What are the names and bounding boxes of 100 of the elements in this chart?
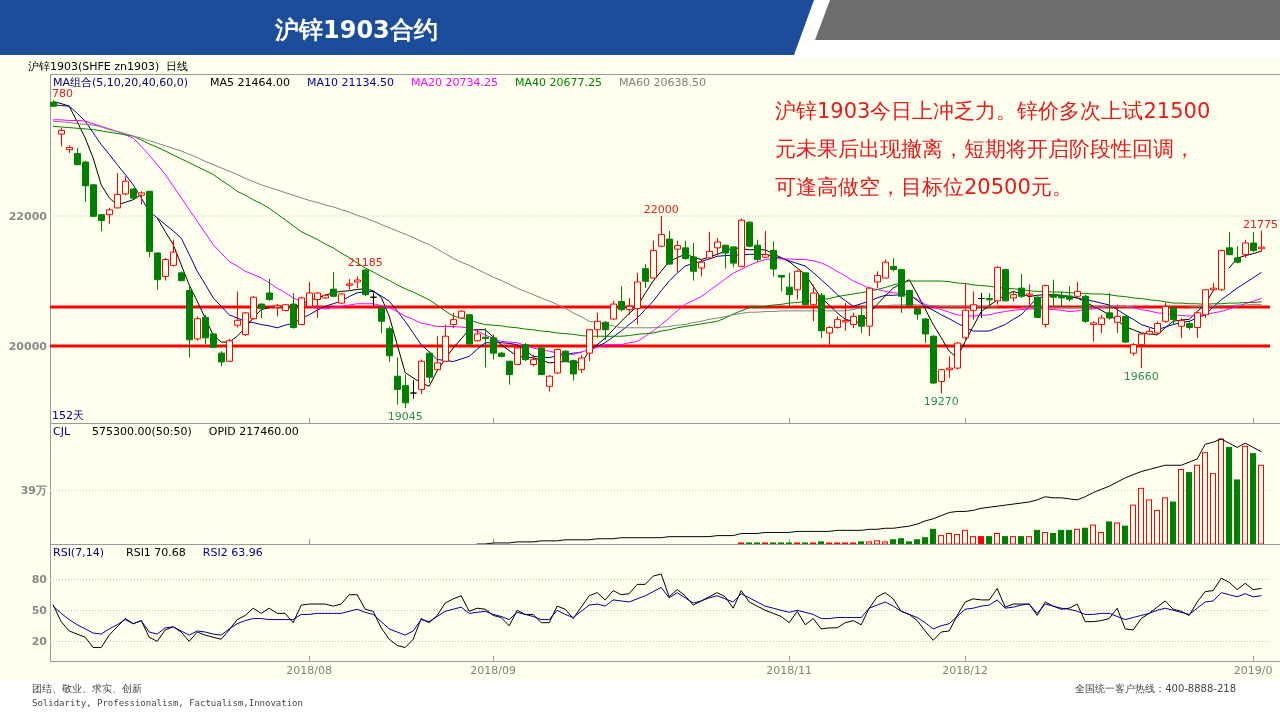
candlestick [1074,281,1081,299]
candlestick [706,231,713,261]
candlestick [554,348,561,375]
x-tick-label: 2018/12 [942,664,989,677]
bar [1090,524,1096,545]
bar [986,536,992,545]
candlestick [642,263,649,289]
candlestick [770,240,777,277]
bar [978,536,984,545]
candlestick [794,269,801,301]
bar [1018,536,1024,545]
bar [954,534,960,545]
legend-title: RSI(7,14) [53,545,104,559]
candlestick [1242,239,1249,259]
bar [970,536,976,545]
text: 团结、敬业、求实、创新 [32,683,142,694]
candlestick [1250,231,1257,253]
bar [1034,529,1040,545]
x-tick-label: 2018/08 [286,664,333,677]
candlestick [650,240,657,280]
annotation: 19270 [923,395,959,409]
annotation: 可逢高做空，目标位20500元。 [775,175,1073,199]
bar [994,533,1000,545]
candlestick [858,305,865,334]
bar [1250,453,1256,545]
candlestick [106,207,113,225]
candlestick [1234,245,1241,264]
candlestick [538,346,545,376]
candlestick [778,274,785,292]
candlestick [762,230,769,259]
candlestick [578,354,585,374]
bar [1026,536,1032,545]
bar [1050,533,1056,545]
bar [1138,487,1144,545]
candlestick [506,360,513,386]
x-tick-label: 2018/11 [766,664,813,677]
bar [1010,536,1016,545]
legend-title: CJL [53,424,71,438]
candlestick [330,271,337,298]
candlestick [362,268,369,297]
bar [1066,529,1072,545]
candlestick [130,187,137,200]
candlestick [1170,305,1177,326]
candlestick [786,272,793,309]
text: Solidarity, Professionalism, Factualism,Innovation [32,698,303,708]
annotation: 19045 [387,410,423,424]
text: MA60 20638.50 [619,75,707,89]
candlestick [450,312,457,329]
bar [1074,528,1080,545]
line-series [52,586,1262,636]
candlestick [530,354,537,367]
candlestick [1178,317,1185,339]
bar [1114,522,1120,545]
y-tick-label: 20 [31,635,48,649]
text: RSI2 63.96 [202,545,263,559]
y-tick-label: 80 [31,573,48,587]
y-tick-label: 22000 [8,210,48,223]
candlestick [922,317,929,344]
bar [1154,509,1160,545]
candlestick [258,302,265,319]
bar [890,539,896,545]
bar [1058,529,1064,545]
candlestick [290,292,297,330]
bar [906,541,912,545]
candlestick [738,218,745,268]
candlestick [522,342,529,362]
bar [1242,445,1248,545]
bar [930,528,936,545]
x-tick-label: 2018/09 [470,664,517,677]
text: MA10 21134.50 [307,75,395,89]
bar [1234,479,1240,545]
text: 全国统一客户热线：400-8888-218 [1075,683,1236,694]
bar [866,541,872,545]
bar [1042,531,1048,545]
bar [938,535,944,545]
candlestick [354,275,361,289]
candlestick [1018,273,1025,299]
bar [874,540,880,545]
candlestick [58,127,65,147]
candlestick [266,278,273,302]
text: 575300.00(50:50) [92,424,192,438]
candlestick [618,285,625,312]
candlestick [146,190,153,258]
bar [1146,499,1152,545]
candlestick [1106,292,1113,321]
candlestick [50,99,57,108]
bar [1202,452,1208,545]
candlestick [1258,230,1265,252]
candlestick [1002,268,1009,302]
candlestick [1010,290,1017,302]
candlestick [1186,320,1193,331]
bar [1002,536,1008,545]
legend-title: MA组合(5,10,20,40,60,0) [53,75,189,89]
bar [914,539,920,545]
candlestick [346,278,353,291]
bar [946,533,952,545]
bar [1226,446,1232,545]
candlestick [666,230,673,266]
candlestick [458,309,465,320]
text: MA5 21464.00 [210,75,291,89]
